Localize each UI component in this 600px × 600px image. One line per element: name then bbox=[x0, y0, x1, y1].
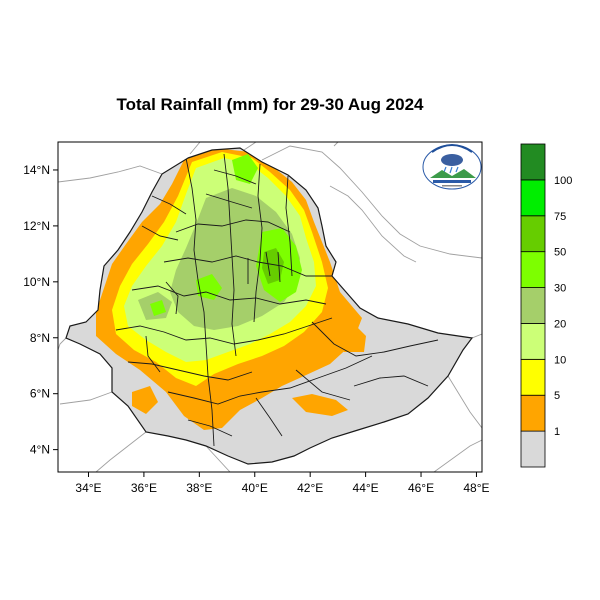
rainfall-fields bbox=[66, 148, 472, 464]
colorbar-swatch bbox=[520, 251, 546, 288]
colorbar-swatch bbox=[520, 215, 546, 253]
x-tick-label: 36°E bbox=[131, 481, 157, 495]
colorbar-label: 100 bbox=[554, 175, 572, 187]
colorbar-label: 10 bbox=[554, 354, 566, 366]
map-title: Total Rainfall (mm) for 29-30 Aug 2024 bbox=[116, 95, 424, 114]
rain-patch-1mm-se bbox=[292, 394, 348, 416]
ethiopian-meteorology-institute-logo bbox=[422, 144, 482, 190]
x-tick-label: 34°E bbox=[75, 481, 101, 495]
x-tick-label: 42°E bbox=[297, 481, 323, 495]
x-axis: 34°E 36°E 38°E 40°E 42°E 44°E 46°E 48°E bbox=[75, 472, 490, 495]
colorbar-swatch bbox=[520, 394, 546, 432]
colorbar-swatch bbox=[520, 430, 546, 468]
x-tick-label: 44°E bbox=[353, 481, 379, 495]
rain-patch-30mm-center bbox=[196, 274, 222, 300]
colorbar-swatch bbox=[520, 323, 546, 360]
admin-boundaries bbox=[115, 153, 439, 447]
mountain-icon bbox=[430, 169, 476, 178]
y-axis: 4°N 6°N 8°N 10°N 12°N 14°N bbox=[23, 163, 58, 457]
colorbar-label: 30 bbox=[554, 283, 566, 295]
x-tick-label: 46°E bbox=[408, 481, 434, 495]
colorbar-legend: 1 5 10 20 30 50 75 100 bbox=[520, 143, 572, 468]
colorbar-swatch bbox=[520, 179, 546, 217]
x-tick-label: 38°E bbox=[186, 481, 212, 495]
colorbar-label: 50 bbox=[554, 247, 566, 259]
cloud-icon bbox=[441, 154, 463, 166]
y-tick-label: 8°N bbox=[30, 331, 50, 345]
colorbar-label: 1 bbox=[554, 426, 560, 438]
colorbar-label: 20 bbox=[554, 318, 566, 330]
colorbar-swatch bbox=[520, 143, 546, 181]
y-tick-label: 6°N bbox=[30, 387, 50, 401]
rain-patch-1mm-sw bbox=[132, 386, 158, 414]
rain-patch-30mm-north bbox=[232, 154, 258, 184]
x-tick-label: 40°E bbox=[242, 481, 268, 495]
y-tick-label: 4°N bbox=[30, 443, 50, 457]
rain-patch-1mm-east bbox=[332, 316, 366, 352]
rain-icon bbox=[443, 166, 459, 174]
neighbor-borders bbox=[58, 142, 482, 472]
colorbar-swatch bbox=[520, 287, 546, 324]
rain-patch-30mm-west bbox=[150, 300, 166, 316]
y-tick-label: 10°N bbox=[23, 275, 50, 289]
colorbar-label: 5 bbox=[554, 390, 560, 402]
y-tick-label: 14°N bbox=[23, 163, 50, 177]
y-tick-label: 12°N bbox=[23, 219, 50, 233]
colorbar-label: 75 bbox=[554, 211, 566, 223]
x-tick-label: 48°E bbox=[463, 481, 489, 495]
plot-frame bbox=[57, 141, 483, 473]
ethiopia-outline bbox=[65, 147, 474, 465]
colorbar-swatch bbox=[520, 358, 546, 396]
